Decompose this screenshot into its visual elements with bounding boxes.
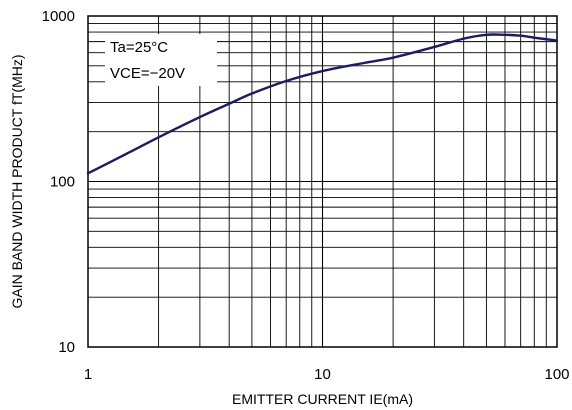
x-tick-label: 100 [544, 366, 569, 383]
plot-frame [87, 15, 558, 348]
y-tick-label: 100 [50, 174, 75, 191]
y-tick-label: 10 [58, 339, 75, 356]
annotation-voltage: VCE=−20V [110, 65, 185, 82]
x-tick-label: 1 [84, 366, 92, 383]
series-layer [86, 33, 559, 175]
annotation-temperature: Ta=25°C [110, 39, 168, 56]
tick-labels: 1 10 100 10 100 1000 [42, 8, 570, 383]
annotation-background [105, 34, 217, 86]
y-axis-label: GAIN BAND WIDTH PRODUCT fT(MHz) [9, 54, 25, 308]
x-tick-label: 10 [314, 366, 331, 383]
grid-layer [88, 16, 557, 347]
annotation-box: Ta=25°C VCE=−20V [105, 34, 217, 86]
x-axis-label: EMITTER CURRENT IE(mA) [232, 391, 413, 407]
series-line-0 [86, 33, 559, 175]
y-tick-label: 1000 [42, 8, 75, 25]
